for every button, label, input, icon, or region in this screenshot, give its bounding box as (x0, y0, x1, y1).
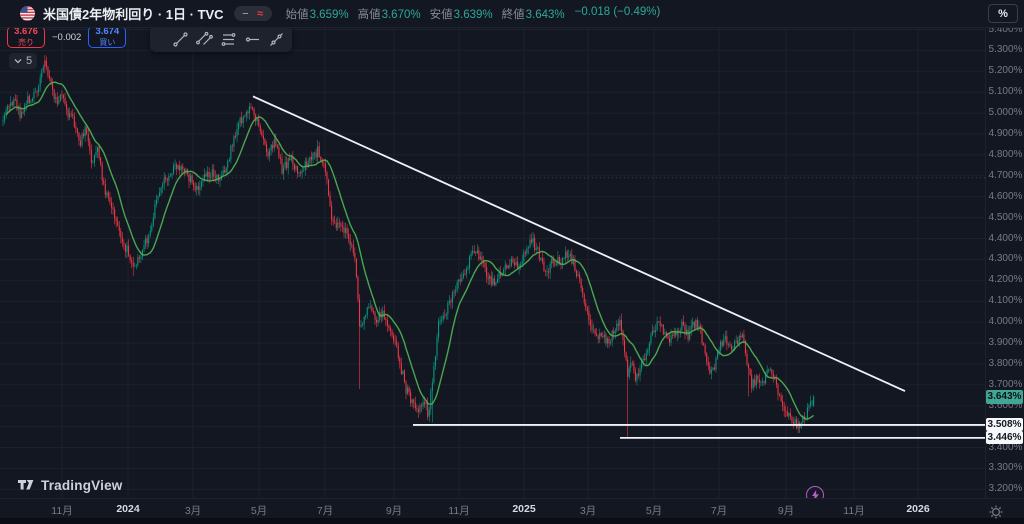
low-value: 3.639% (453, 8, 493, 21)
price-axis-tick: 4.100% (988, 295, 1023, 307)
bottom-window-edge (0, 518, 1024, 524)
price-axis-tick: 5.400% (988, 23, 1023, 35)
change-value: −0.018 (−0.49%) (574, 5, 661, 18)
time-axis-tick: 5月 (250, 505, 268, 517)
symbol-title[interactable]: 米国債2年物利回り · 1日 · TVC (43, 7, 224, 22)
horizontal-ray-tool-icon[interactable] (241, 28, 263, 50)
price-axis-tick: 3.700% (988, 378, 1023, 390)
spread-value: −0.002 (52, 31, 82, 43)
price-axis-tick: 3.800% (988, 357, 1023, 369)
price-axis-tick: 4.800% (988, 148, 1023, 160)
close-value: 3.643% (525, 8, 565, 21)
price-scale-unit-button[interactable]: % (988, 4, 1018, 23)
trade-panel: 3.676 売り −0.002 3.674 買い (7, 26, 127, 48)
minus-icon: − (242, 7, 249, 20)
brand-name: TradingView (41, 478, 123, 493)
time-axis-tick: 11月 (51, 505, 73, 517)
price-axis-tick: 3.200% (988, 483, 1023, 495)
time-axis-tick: 7月 (710, 505, 728, 517)
price-axis-tick: 5.000% (988, 107, 1023, 119)
price-axis-tick: 5.100% (988, 86, 1023, 98)
buy-label: 買い (99, 37, 116, 47)
last-price-badge: 3.643% (986, 389, 1023, 404)
moving-average-line (5, 81, 815, 420)
us-flag-icon (20, 6, 35, 21)
chevron-down-icon (14, 59, 22, 64)
tradingview-mark-icon (18, 480, 34, 490)
time-axis-tick: 2025 (512, 503, 536, 515)
settings-gear-icon[interactable] (989, 505, 1003, 524)
time-axis-tick: 2026 (906, 503, 930, 515)
time-axis[interactable]: 11月 2024 3月 5月 7月 9月 11月 2025 3月 5月 7月 9月 11月 2026 (0, 498, 1024, 518)
trendline-drawing[interactable] (252, 95, 906, 392)
chart-header: 米国債2年物利回り · 1日 · TVC − ≈ 始値3.659% 高値3.67… (0, 0, 1024, 28)
fib-retracement-tool-icon[interactable] (217, 28, 239, 50)
marker-toggle-pill[interactable]: − ≈ (233, 6, 272, 21)
ohlc-legend: 始値3.659% 高値3.670% 安値3.639% 終値3.643% −0.0… (286, 6, 661, 22)
time-axis-tick: 9月 (777, 505, 795, 517)
drag-handle[interactable] (155, 28, 168, 50)
indicator-count: 5 (26, 55, 33, 67)
trend-line-tool-icon[interactable] (170, 28, 192, 50)
price-axis-tick: 3.600% (988, 399, 1023, 411)
price-axis-tick: 5.300% (988, 44, 1023, 56)
price-axis-tick: 4.200% (988, 274, 1023, 286)
lightning-icon (811, 489, 819, 501)
sell-button[interactable]: 3.676 売り (7, 26, 45, 48)
time-axis-tick: 11月 (843, 505, 865, 517)
sell-label: 売り (18, 37, 34, 47)
parallel-channel-tool-icon[interactable] (194, 28, 216, 50)
low-label: 安値 (429, 8, 453, 21)
price-axis-tick: 4.400% (988, 232, 1023, 244)
price-axis-tick: 4.500% (988, 211, 1023, 223)
time-axis-tick: 11月 (448, 505, 470, 517)
time-axis-tick: 7月 (316, 505, 334, 517)
approx-icon: ≈ (257, 7, 264, 20)
chart-canvas[interactable] (0, 28, 985, 498)
high-value: 3.670% (381, 8, 421, 21)
close-label: 終値 (501, 8, 525, 21)
time-axis-tick: 3月 (579, 505, 597, 517)
time-axis-tick: 3月 (184, 505, 202, 517)
price-axis-tick: 3.300% (988, 462, 1023, 474)
high-label: 高値 (357, 8, 381, 21)
hline-price-badge: 3.446% (986, 431, 1023, 445)
hline-price-badge: 3.508% (986, 418, 1023, 432)
candlestick-series (2, 55, 815, 438)
sell-price: 3.676 (14, 26, 38, 38)
price-axis-tick: 4.900% (988, 128, 1023, 139)
buy-price: 3.674 (95, 26, 120, 38)
time-axis-tick: 5月 (645, 505, 663, 517)
open-value: 3.659% (309, 8, 349, 21)
price-axis-tick: 5.200% (988, 65, 1023, 77)
price-axis-tick: 3.900% (988, 337, 1023, 348)
open-label: 始値 (285, 8, 309, 21)
time-axis-tick: 9月 (385, 505, 403, 517)
drawing-toolbar (150, 26, 292, 52)
price-axis-tick: 4.300% (988, 253, 1023, 265)
tradingview-logo[interactable]: TradingView (18, 478, 122, 493)
price-axis-tick: 4.000% (988, 316, 1023, 328)
buy-button[interactable]: 3.674 買い (88, 26, 127, 48)
extended-line-tool-icon[interactable] (265, 28, 287, 50)
price-axis-tick: 4.600% (988, 190, 1023, 202)
indicator-legend-toggle[interactable]: 5 (9, 53, 38, 69)
price-axis-tick: 4.700% (988, 169, 1023, 181)
time-axis-tick: 2024 (116, 503, 140, 515)
price-axis-tick: 3.400% (988, 441, 1023, 453)
